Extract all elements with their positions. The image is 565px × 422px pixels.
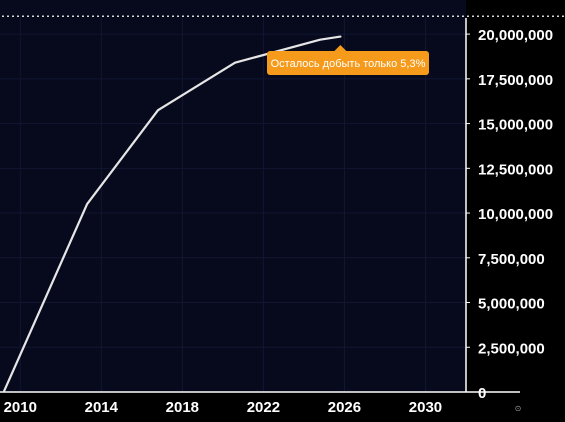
x-tick-label: 2022 <box>247 399 280 416</box>
x-tick-label: 2018 <box>166 399 199 416</box>
x-tick-label: 2026 <box>328 399 361 416</box>
y-tick-label: 17,500,000 <box>478 72 553 89</box>
y-tick-label: 5,000,000 <box>478 296 545 313</box>
x-tick-label: 2030 <box>409 399 442 416</box>
y-tick-label: 7,500,000 <box>478 251 545 268</box>
y-tick-label: 10,000,000 <box>478 206 553 223</box>
y-tick-label: 0 <box>478 385 486 402</box>
tooltip-box <box>267 51 429 75</box>
tooltip-arrow <box>334 45 347 51</box>
x-tick-label: 2014 <box>85 399 119 416</box>
y-tick-label: 15,000,000 <box>478 117 553 134</box>
tooltip-text: Осталось добыть только 5,3% <box>271 58 426 70</box>
y-tick-label: 20,000,000 <box>478 27 553 44</box>
settings-glyph-icon: ⊙ <box>515 404 522 413</box>
x-tick-label: 2010 <box>4 399 37 416</box>
y-tick-label: 2,500,000 <box>478 340 545 357</box>
y-tick-label: 12,500,000 <box>478 161 553 178</box>
series-line <box>2 35 342 393</box>
